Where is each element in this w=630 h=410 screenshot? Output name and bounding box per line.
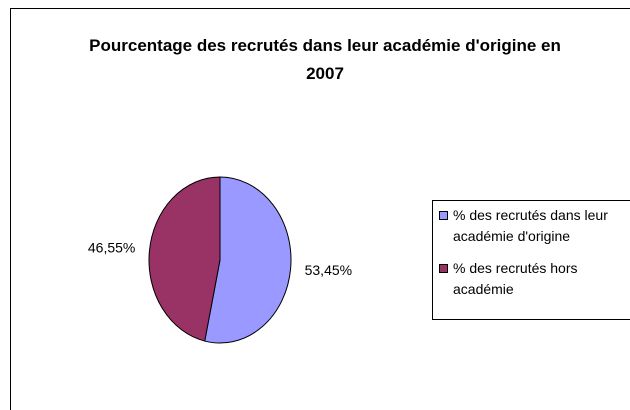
legend-entry: % des recrutés hors académie xyxy=(439,258,630,300)
legend: % des recrutés dans leur académie d'orig… xyxy=(432,200,630,320)
legend-label: % des recrutés dans leur académie d'orig… xyxy=(453,207,608,244)
legend-label: % des recrutés hors académie xyxy=(453,260,578,297)
legend-swatch xyxy=(439,264,448,273)
chart-frame xyxy=(10,8,630,410)
pie-slice xyxy=(148,176,221,342)
data-label: 53,45% xyxy=(305,262,352,278)
legend-entry: % des recrutés dans leur académie d'orig… xyxy=(439,205,630,247)
data-label: 46,55% xyxy=(88,240,135,256)
legend-swatch xyxy=(439,211,448,220)
pie-slice xyxy=(204,176,292,344)
chart-title: Pourcentage des recrutés dans leur acadé… xyxy=(89,36,561,83)
